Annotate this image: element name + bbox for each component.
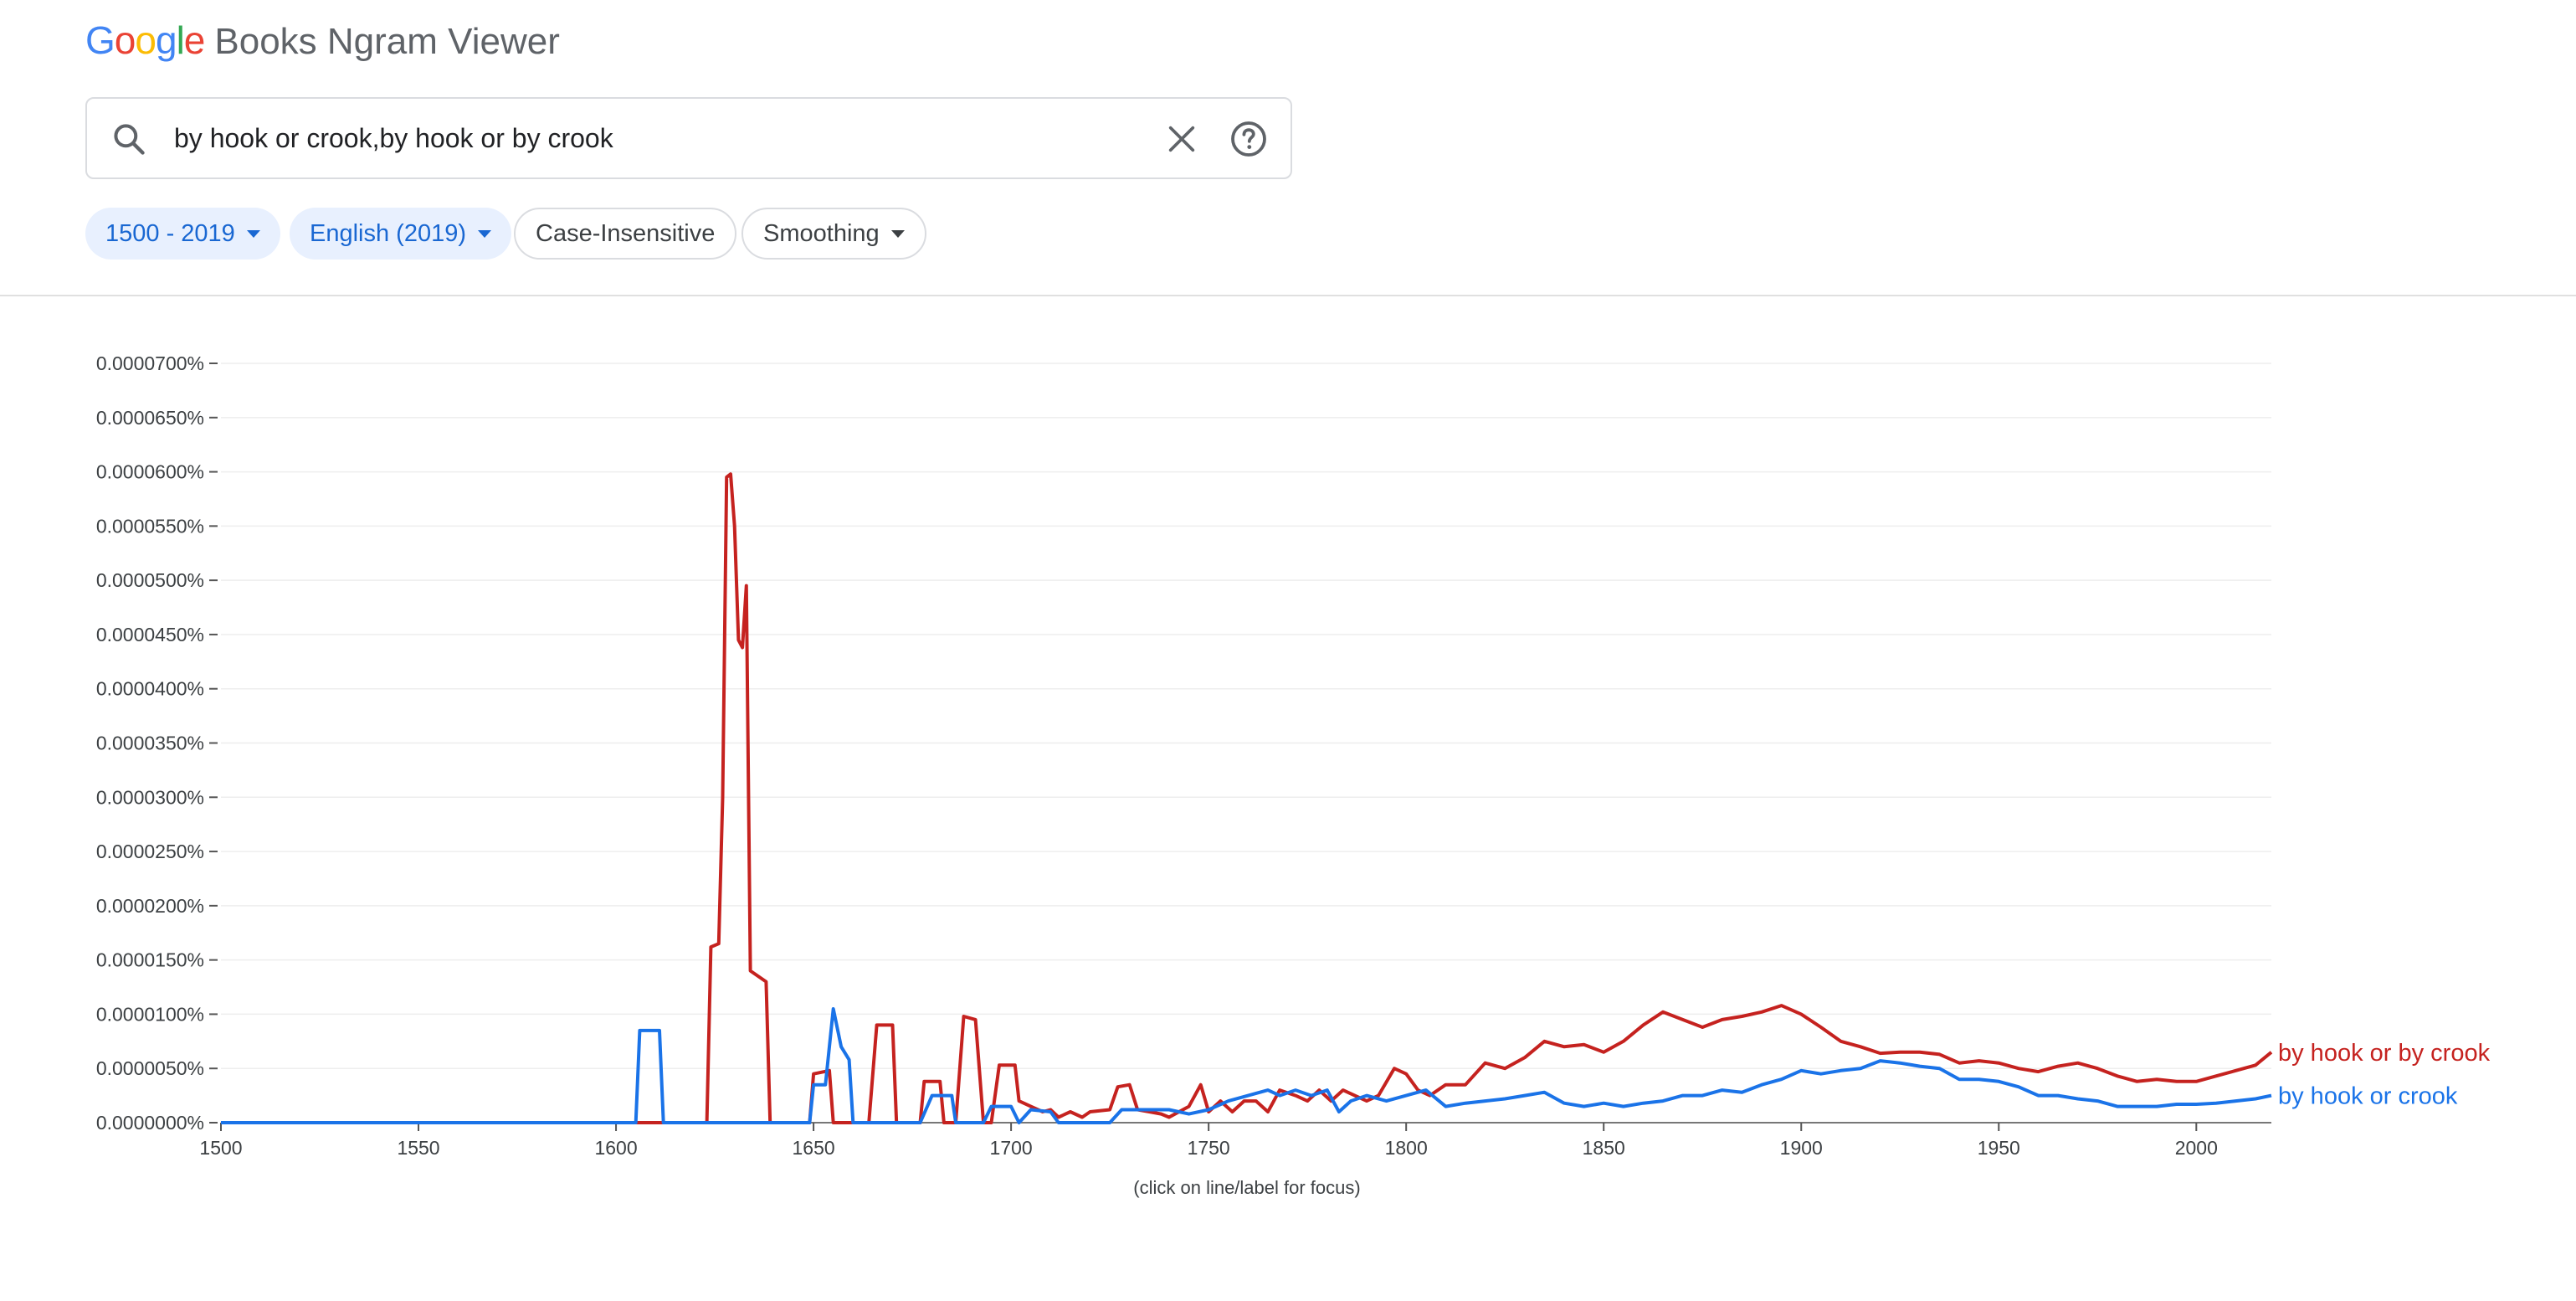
case-insensitive-toggle[interactable]: Case-Insensitive <box>514 208 737 260</box>
ngram-chart[interactable]: 0.0000700% 0.0000650% 0.0000600% 0.0000550%… <box>0 318 2576 1172</box>
x-tick-label: 1500 <box>199 1137 242 1159</box>
x-tick-label: 1700 <box>990 1137 1033 1159</box>
y-tick-label: 0.0000300% <box>96 786 204 808</box>
google-logo-letter: o <box>135 18 157 62</box>
ngram-viewer-logo[interactable]: Google Books Ngram Viewer <box>85 15 560 65</box>
google-logo-letter: g <box>155 18 177 62</box>
google-logo: Google <box>85 15 206 65</box>
google-logo-letter: o <box>114 18 136 62</box>
close-icon[interactable] <box>1165 122 1198 156</box>
x-tick-label: 1750 <box>1188 1137 1230 1159</box>
x-tick-label: 1600 <box>594 1137 637 1159</box>
x-tick-label: 2000 <box>2175 1137 2218 1159</box>
y-tick-label: 0.0000500% <box>96 569 204 591</box>
search-icon[interactable] <box>110 121 147 157</box>
x-tick-label: 1800 <box>1385 1137 1428 1159</box>
chevron-down-icon <box>890 229 905 238</box>
chevron-down-icon <box>478 229 491 238</box>
search-input[interactable]: by hook or crook,by hook or by crook <box>174 123 613 153</box>
y-tick-label: 0.0000100% <box>96 1003 204 1025</box>
series-line[interactable] <box>221 1007 2272 1124</box>
y-tick-label: 0.0000650% <box>96 407 204 429</box>
y-tick-label: 0.0000400% <box>96 678 204 700</box>
y-tick-label: 0.0000000% <box>96 1112 204 1134</box>
header-divider <box>0 295 2576 296</box>
chart-hint: (click on line/label for focus) <box>1133 1177 1361 1198</box>
year-range-dropdown[interactable]: 1500 - 2019 <box>85 208 280 260</box>
corpus-dropdown[interactable]: English (2019) <box>290 208 511 260</box>
y-tick-label: 0.0000150% <box>96 949 204 971</box>
x-tick-label: 1950 <box>1978 1137 2020 1159</box>
x-tick-label: 1650 <box>793 1137 835 1159</box>
case-insensitive-label: Case-Insensitive <box>536 219 716 247</box>
x-tick-label: 1850 <box>1583 1137 1625 1159</box>
search-box[interactable]: by hook or crook,by hook or by crook <box>85 97 1292 179</box>
product-name: Books Ngram Viewer <box>214 21 560 62</box>
help-icon[interactable] <box>1229 119 1269 159</box>
y-tick-label: 0.0000200% <box>96 895 204 917</box>
x-tick-label: 1900 <box>1780 1137 1823 1159</box>
x-tick-label: 1550 <box>397 1137 439 1159</box>
google-logo-letter: e <box>183 18 206 62</box>
y-tick-label: 0.0000600% <box>96 461 204 483</box>
y-tick-label: 0.0000700% <box>96 352 204 374</box>
series-label[interactable]: by hook or by crook <box>2278 1040 2491 1067</box>
series-line[interactable] <box>221 472 2273 1124</box>
chevron-down-icon <box>246 229 260 238</box>
series-label[interactable]: by hook or crook <box>2278 1083 2458 1110</box>
corpus-label: English (2019) <box>310 219 466 247</box>
y-tick-label: 0.0000550% <box>96 515 204 537</box>
google-logo-letter: l <box>176 18 185 62</box>
smoothing-label: Smoothing <box>763 219 880 247</box>
year-range-label: 1500 - 2019 <box>105 219 235 247</box>
y-tick-label: 0.0000050% <box>96 1057 204 1079</box>
google-logo-letter: G <box>85 18 115 62</box>
smoothing-dropdown[interactable]: Smoothing <box>741 208 926 260</box>
y-tick-label: 0.0000250% <box>96 841 204 862</box>
y-tick-label: 0.0000350% <box>96 733 204 754</box>
y-tick-label: 0.0000450% <box>96 624 204 645</box>
